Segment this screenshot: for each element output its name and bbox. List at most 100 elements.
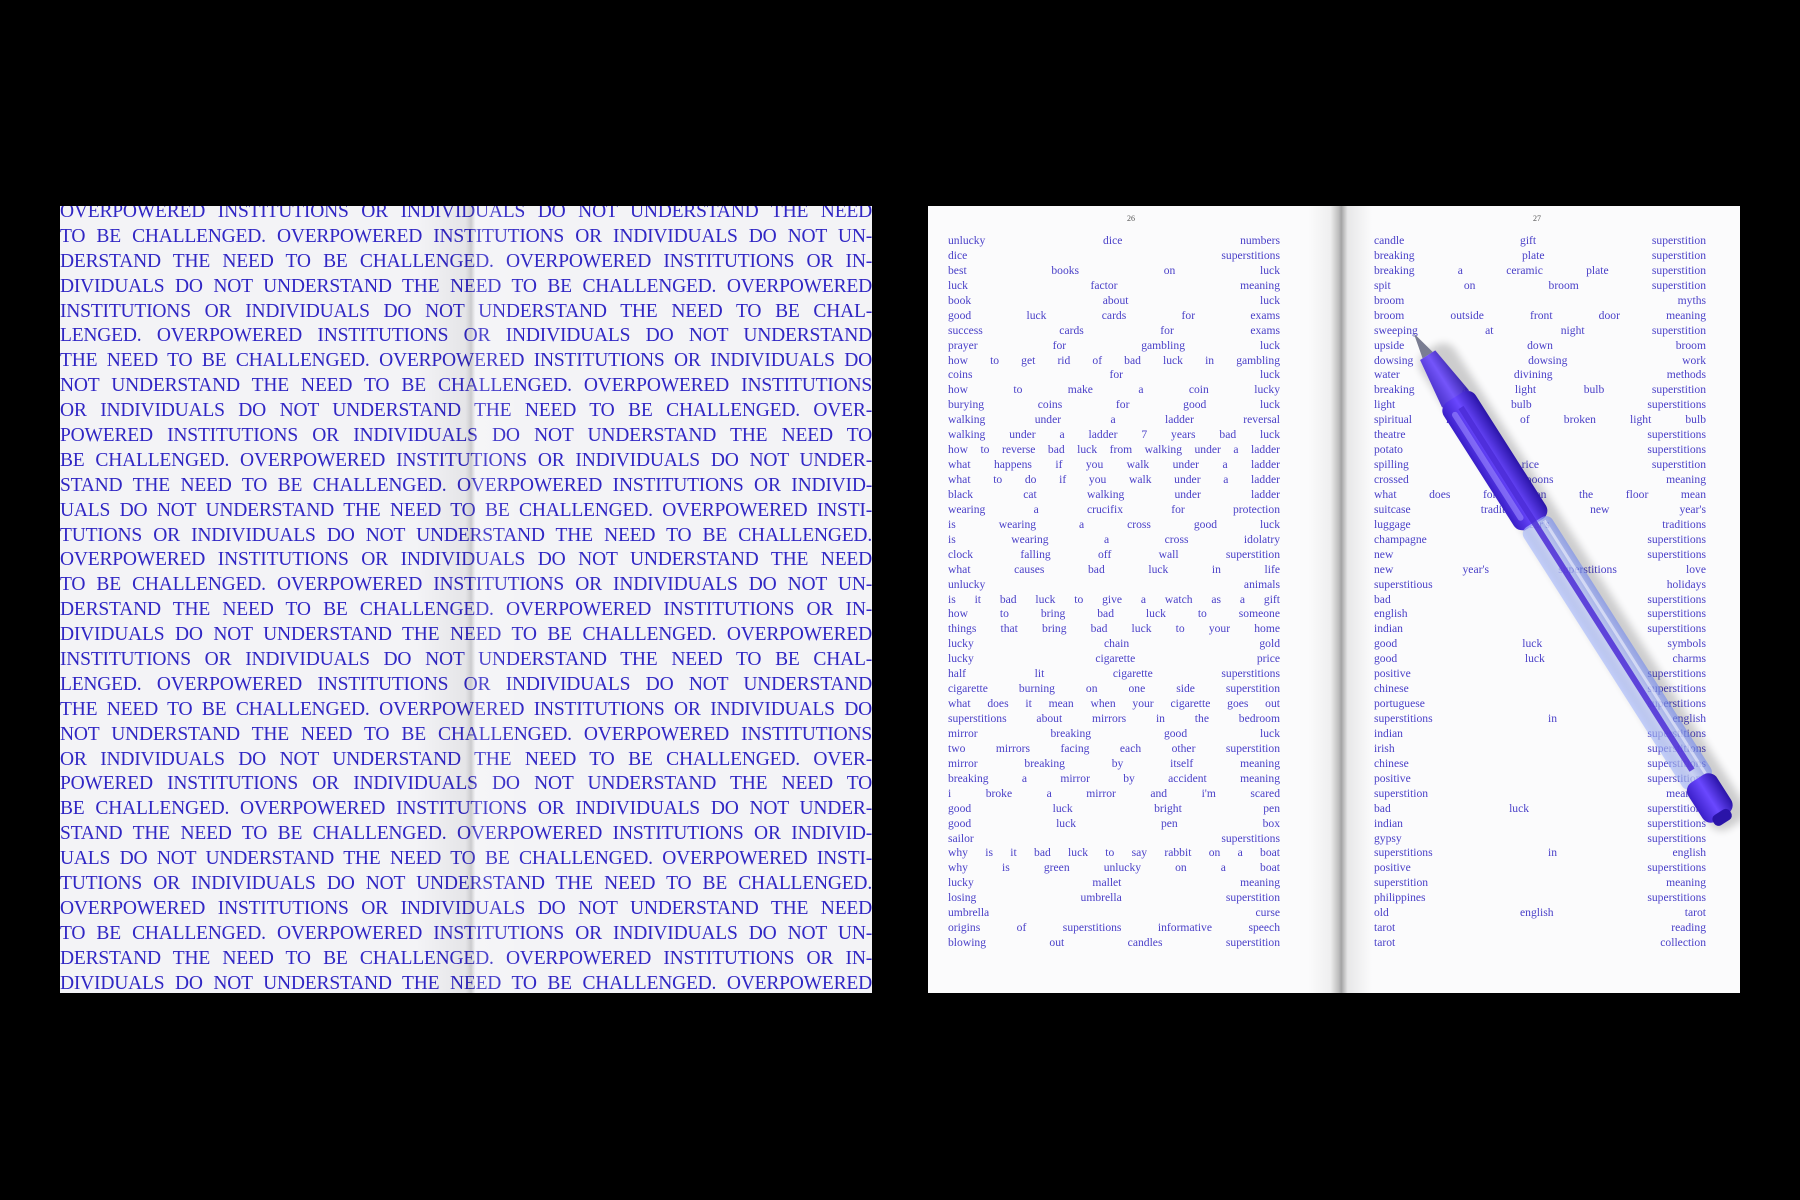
index-entry: theatre superstitions xyxy=(1374,428,1706,442)
index-entry: spit on broom superstition xyxy=(1374,278,1706,292)
index-entry: luck factor meaning xyxy=(948,278,1280,292)
statement-line: STAND THE NEED TO BE CHALLENGED. OVERPOW… xyxy=(60,823,872,845)
index-entry: superstitions about mirrors in the bedro… xyxy=(948,712,1280,725)
statement-line: THE NEED TO BE CHALLENGED. OVERPOWERED I… xyxy=(60,350,872,372)
index-entry: breaking a ceramic plate superstition xyxy=(1374,263,1706,277)
index-entry: good luck pen box xyxy=(948,816,1280,830)
index-entry: how to get rid of bad luck in gambling xyxy=(948,353,1280,367)
left-book-spread: OVERPOWERED INSTITUTIONS OR INDIVIDUALS … xyxy=(60,206,872,993)
statement-line: TO BE CHALLENGED. OVERPOWERED INSTITUTIO… xyxy=(60,922,872,944)
statement-line: NOT UNDERSTAND THE NEED TO BE CHALLENGED… xyxy=(60,375,872,397)
index-entry: bad luck superstitions xyxy=(1374,801,1706,815)
statement-line: TO BE CHALLENGED. OVERPOWERED INSTITUTIO… xyxy=(60,574,872,596)
index-entry: breaking a light bulb superstition xyxy=(1374,383,1706,397)
index-entry: mirror breaking by itself meaning xyxy=(948,756,1280,770)
right-book-spread: 26 unlucky dice numbers dice superstition… xyxy=(928,206,1740,993)
index-entry: bad superstitions xyxy=(1374,592,1706,606)
index-entry: gypsy superstitions xyxy=(1374,831,1706,845)
statement-line: DERSTAND THE NEED TO BE CHALLENGED. OVER… xyxy=(60,947,872,969)
index-entry: how to reverse bad luck from walking und… xyxy=(948,443,1280,457)
statement-line: TUTIONS OR INDIVIDUALS DO NOT UNDERSTAND… xyxy=(60,524,872,546)
index-entry: unlucky dice numbers xyxy=(948,234,1280,247)
statement-line: DIVIDUALS DO NOT UNDERSTAND THE NEED TO … xyxy=(60,624,872,646)
index-entry: lucky chain gold xyxy=(948,637,1280,651)
statement-line: TUTIONS OR INDIVIDUALS DO NOT UNDERSTAND… xyxy=(60,873,872,895)
index-entry: what to do if you walk under a ladder xyxy=(948,473,1280,486)
index-entry: superstitious holidays xyxy=(1374,577,1706,591)
statement-line: POWERED INSTITUTIONS OR INDIVIDUALS DO N… xyxy=(60,773,872,795)
index-entry: what happens if you walk under a ladder xyxy=(948,458,1280,472)
index-entry: two mirrors facing each other superstiti… xyxy=(948,741,1280,755)
statement-line: THE NEED TO BE CHALLENGED. OVERPOWERED I… xyxy=(60,698,872,720)
index-entry: broom outside front door meaning xyxy=(1374,308,1706,322)
index-entry: what causes bad luck in life xyxy=(948,562,1280,576)
statement-line: INSTITUTIONS OR INDIVIDUALS DO NOT UNDER… xyxy=(60,649,872,671)
index-entry: potato superstitions xyxy=(1374,443,1706,457)
index-entry: wearing a crucifix for protection xyxy=(948,502,1280,516)
index-entry: upside down broom xyxy=(1374,338,1706,352)
index-entry: good luck cards for exams xyxy=(948,308,1280,322)
index-entry: superstition meaning xyxy=(1374,786,1706,800)
index-entry: new year's superstitions love xyxy=(1374,562,1706,576)
index-entry: how to make a coin lucky xyxy=(948,383,1280,397)
statement-line: OVERPOWERED INSTITUTIONS OR INDIVIDUALS … xyxy=(60,549,872,571)
index-entry: why is it bad luck to say rabbit on a bo… xyxy=(948,846,1280,860)
index-entry: irish superstitions xyxy=(1374,741,1706,755)
statement-line: POWERED INSTITUTIONS OR INDIVIDUALS DO N… xyxy=(60,425,872,447)
index-entry: chinese superstitions xyxy=(1374,756,1706,770)
statement-line: STAND THE NEED TO BE CHALLENGED. OVERPOW… xyxy=(60,474,872,496)
index-entry: is it bad luck to give a watch as a gift xyxy=(948,592,1280,606)
index-entry: is wearing a cross idolatry xyxy=(948,532,1280,546)
index-entry: portuguese superstitions xyxy=(1374,697,1706,711)
index-entry: candle gift superstition xyxy=(1374,234,1706,247)
statement-line: DIVIDUALS DO NOT UNDERSTAND THE NEED TO … xyxy=(60,972,872,993)
index-entry: good luck charms xyxy=(1374,652,1706,666)
index-entry: unlucky animals xyxy=(948,577,1280,591)
index-entry: breaking a mirror by accident meaning xyxy=(948,771,1280,785)
statement-line: BE CHALLENGED. OVERPOWERED INSTITUTIONS … xyxy=(60,449,872,471)
index-entry: success cards for exams xyxy=(948,323,1280,337)
word-index-right: candle gift superstition breaking plate s… xyxy=(1374,234,1706,951)
index-entry: walking under a ladder 7 years bad luck xyxy=(948,428,1280,442)
index-entry: why is green unlucky on a boat xyxy=(948,861,1280,875)
statement-line: TO BE CHALLENGED. OVERPOWERED INSTITUTIO… xyxy=(60,225,872,247)
index-entry: positive superstitions xyxy=(1374,667,1706,681)
statement-line: OR INDIVIDUALS DO NOT UNDERSTAND THE NEE… xyxy=(60,748,872,770)
index-entry: spilling rice superstition xyxy=(1374,458,1706,472)
statement-line: NOT UNDERSTAND THE NEED TO BE CHALLENGED… xyxy=(60,723,872,745)
index-entry: positive superstitions xyxy=(1374,861,1706,875)
index-entry: luggage year's traditions xyxy=(1374,517,1706,531)
index-entry: what does fork on the floor mean xyxy=(1374,487,1706,501)
page-number-26: 26 xyxy=(1127,214,1135,223)
index-entry: tarot collection xyxy=(1374,936,1706,950)
index-entry: dowsing dowsing work xyxy=(1374,353,1706,367)
statement-line: LENGED. OVERPOWERED INSTITUTIONS OR INDI… xyxy=(60,325,872,347)
index-entry: spiritual meaning of broken light bulb xyxy=(1374,413,1706,427)
index-entry: breaking plate superstition xyxy=(1374,248,1706,262)
index-entry: prayer for gambling luck xyxy=(948,338,1280,352)
index-entry: indian superstitions xyxy=(1374,816,1706,830)
index-entry: crossed spoons meaning xyxy=(1374,473,1706,486)
statement-line: DERSTAND THE NEED TO BE CHALLENGED. OVER… xyxy=(60,250,872,272)
index-entry: indian superstitions xyxy=(1374,726,1706,740)
page-number-27: 27 xyxy=(1533,214,1541,223)
index-entry: superstition meaning xyxy=(1374,876,1706,890)
index-entry: indian superstitions xyxy=(1374,622,1706,636)
page-27: 27 candle gift superstition breaking plat… xyxy=(1334,206,1740,993)
index-entry: good luck bright pen xyxy=(948,801,1280,815)
index-entry: lucky cigarette price xyxy=(948,652,1280,666)
index-entry: burying coins for good luck xyxy=(948,398,1280,412)
index-entry: umbrella curse xyxy=(948,906,1280,920)
statement-line: UALS DO NOT UNDERSTAND THE NEED TO BE CH… xyxy=(60,499,872,521)
index-entry: half lit cigarette superstitions xyxy=(948,667,1280,681)
index-entry: superstitions in english xyxy=(1374,846,1706,860)
index-entry: how to bring bad luck to someone xyxy=(948,607,1280,621)
index-entry: champagne superstitions xyxy=(1374,532,1706,546)
statement-line: OVERPOWERED INSTITUTIONS OR INDIVIDUALS … xyxy=(60,897,872,919)
index-entry: english superstitions xyxy=(1374,607,1706,621)
index-entry: chinese superstitions xyxy=(1374,682,1706,696)
statement-line: DERSTAND THE NEED TO BE CHALLENGED. OVER… xyxy=(60,599,872,621)
index-entry: is wearing a cross good luck xyxy=(948,517,1280,531)
index-entry: coins for luck xyxy=(948,368,1280,382)
index-entry: old english tarot xyxy=(1374,906,1706,920)
